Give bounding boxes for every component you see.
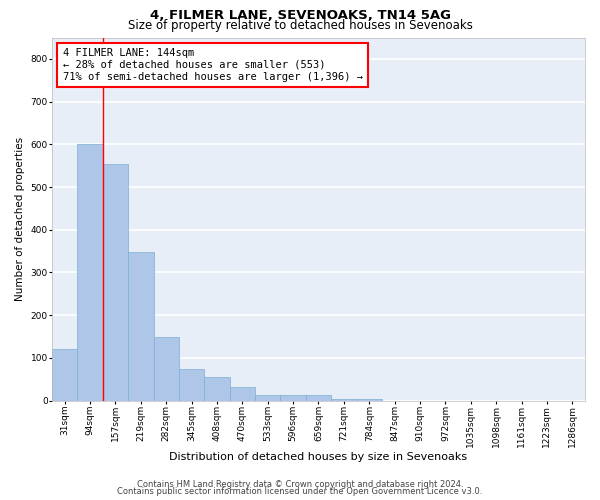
Bar: [154, 338, 179, 400]
Bar: [230, 386, 255, 400]
Text: 4 FILMER LANE: 144sqm
← 28% of detached houses are smaller (553)
71% of semi-det: 4 FILMER LANE: 144sqm ← 28% of detached …: [62, 48, 362, 82]
Text: Contains HM Land Registry data © Crown copyright and database right 2024.: Contains HM Land Registry data © Crown c…: [137, 480, 463, 489]
Bar: [128, 252, 154, 400]
Bar: [77, 144, 103, 400]
Bar: [255, 394, 280, 400]
Bar: [103, 164, 128, 400]
X-axis label: Distribution of detached houses by size in Sevenoaks: Distribution of detached houses by size …: [169, 452, 467, 462]
Bar: [331, 398, 356, 400]
Bar: [204, 377, 230, 400]
Y-axis label: Number of detached properties: Number of detached properties: [15, 137, 25, 301]
Bar: [306, 395, 331, 400]
Bar: [280, 395, 306, 400]
Text: Size of property relative to detached houses in Sevenoaks: Size of property relative to detached ho…: [128, 19, 472, 32]
Text: Contains public sector information licensed under the Open Government Licence v3: Contains public sector information licen…: [118, 487, 482, 496]
Text: 4, FILMER LANE, SEVENOAKS, TN14 5AG: 4, FILMER LANE, SEVENOAKS, TN14 5AG: [149, 9, 451, 22]
Bar: [179, 368, 204, 400]
Bar: [52, 350, 77, 401]
Bar: [356, 398, 382, 400]
